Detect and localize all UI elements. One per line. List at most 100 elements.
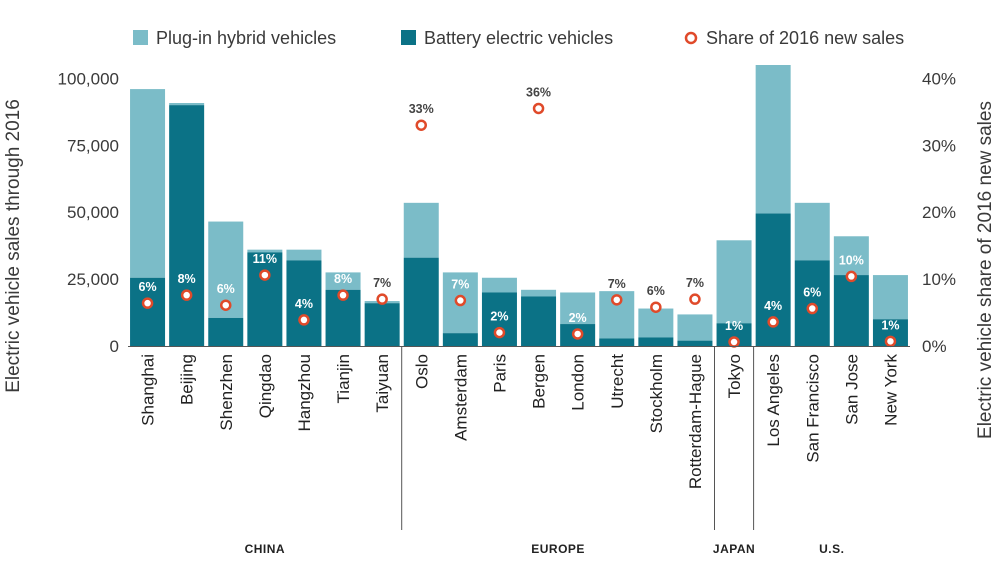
share-marker [376, 293, 388, 305]
share-marker [454, 294, 467, 307]
category-label: Los Angeles [764, 354, 783, 447]
category-label: Shanghai [139, 354, 158, 426]
share-label: 1% [881, 318, 899, 332]
share-marker [689, 293, 701, 305]
bar-phev [794, 202, 830, 261]
y-tick-label: 0 [110, 337, 119, 356]
category-label: Bergen [530, 354, 549, 409]
bar-phev [560, 292, 596, 325]
share-marker [415, 119, 427, 131]
bar-phev [872, 275, 908, 320]
y2-tick-label: 30% [922, 136, 956, 155]
share-label: 4% [295, 297, 313, 311]
legend-share-marker [684, 31, 698, 45]
legend-bev-label: Battery electric vehicles [424, 28, 613, 48]
y-axis-title: Electric vehicle sales through 2016 [3, 99, 24, 393]
category-label: Oslo [412, 354, 431, 389]
y-tick-label: 100,000 [58, 69, 119, 88]
share-label: 33% [409, 102, 434, 116]
bar-bev [364, 303, 400, 346]
share-label: 11% [253, 252, 277, 266]
share-marker [806, 302, 818, 315]
bar-phev [286, 249, 322, 261]
bar-bev [638, 337, 674, 346]
bar-bev [169, 105, 205, 347]
bar-phev [677, 314, 713, 341]
y-tick-label: 50,000 [67, 203, 119, 222]
y2-tick-label: 10% [922, 270, 956, 289]
bar-bev [130, 277, 166, 346]
share-marker [141, 297, 154, 309]
share-marker [884, 335, 897, 348]
y-tick-label: 25,000 [67, 270, 119, 289]
share-label: 4% [764, 299, 782, 313]
share-label: 10% [839, 253, 864, 267]
legend: Plug-in hybrid vehicles Battery electric… [133, 28, 904, 48]
category-label: Shenzhen [217, 354, 236, 431]
share-marker [767, 316, 779, 328]
bar-phev [716, 240, 752, 324]
category-label: Utrecht [608, 354, 627, 409]
bar-phev [521, 289, 557, 297]
bar-bev [521, 296, 557, 346]
category-label: Tianjin [334, 354, 353, 403]
share-label: 7% [608, 277, 626, 291]
category-label: Tokyo [725, 354, 744, 398]
legend-phev-label: Plug-in hybrid vehicles [156, 28, 336, 48]
y2-tick-label: 40% [922, 69, 956, 88]
legend-bev-swatch [401, 30, 416, 45]
category-label: Paris [490, 354, 509, 393]
y-tick-label: 75,000 [67, 136, 119, 155]
bar-phev [169, 103, 205, 106]
bar-phev [833, 236, 869, 276]
share-marker [259, 269, 271, 281]
bar-bev [716, 323, 752, 346]
share-label: 2% [569, 311, 587, 325]
bar-phev [130, 89, 166, 278]
share-marker [298, 314, 310, 326]
share-label: 1% [725, 319, 743, 333]
category-label: Qingdao [256, 354, 275, 418]
category-label: London [569, 354, 588, 411]
bar-bev [247, 252, 283, 346]
bar-phev [325, 272, 361, 290]
share-label: 7% [373, 276, 391, 290]
y2-tick-label: 0% [922, 337, 947, 356]
bar-bev [403, 257, 439, 346]
share-label: 7% [451, 278, 469, 292]
region-label: U.S. [819, 542, 844, 556]
share-marker [611, 294, 623, 306]
share-label: 6% [217, 282, 235, 296]
category-label: San Jose [842, 354, 861, 425]
bar-phev [403, 202, 439, 258]
share-label: 2% [490, 310, 508, 324]
share-label: 36% [526, 85, 551, 99]
category-label: New York [881, 354, 900, 426]
share-label: 6% [803, 286, 821, 300]
legend-share-label: Share of 2016 new sales [706, 28, 904, 48]
share-label: 6% [647, 284, 665, 298]
category-label: Stockholm [647, 354, 666, 433]
share-marker [337, 289, 349, 301]
category-label: Rotterdam-Hague [686, 354, 705, 489]
share-label: 8% [334, 272, 352, 286]
y2-axis-title: Electric vehicle share of 2016 new sales [975, 101, 996, 439]
share-marker [845, 270, 858, 283]
bar-phev [755, 65, 791, 214]
legend-phev-swatch [133, 30, 148, 45]
bar-bev [286, 260, 322, 346]
category-label: Beijing [178, 354, 197, 405]
bar-bev [677, 340, 713, 346]
share-marker [571, 328, 584, 340]
bar-phev [481, 277, 517, 293]
bar-bev [833, 275, 869, 346]
share-label: 8% [178, 272, 196, 286]
category-label: Hangzhou [295, 354, 314, 432]
share-label: 6% [139, 280, 157, 294]
region-label: CHINA [245, 542, 286, 556]
bar-bev [208, 317, 244, 346]
share-label: 7% [686, 276, 704, 290]
bar-phev [638, 308, 674, 338]
y2-tick-label: 20% [922, 203, 956, 222]
region-label: EUROPE [531, 542, 585, 556]
